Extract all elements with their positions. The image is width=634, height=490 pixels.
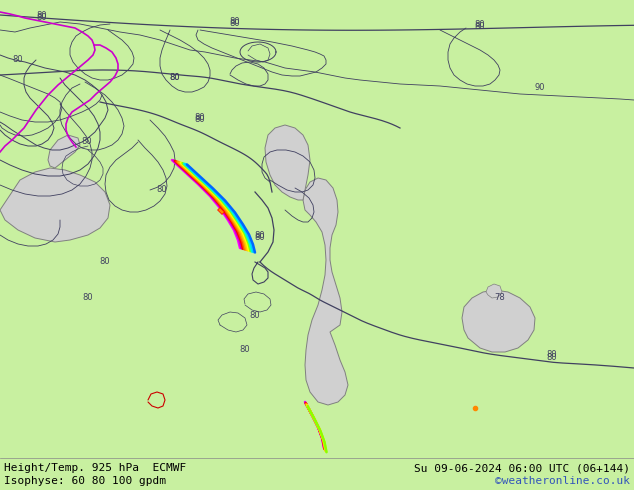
Text: 90: 90 <box>534 83 545 92</box>
Text: 80: 80 <box>547 350 557 359</box>
Polygon shape <box>265 125 310 200</box>
Text: Su 09-06-2024 06:00 UTC (06+144): Su 09-06-2024 06:00 UTC (06+144) <box>414 463 630 473</box>
Text: 80: 80 <box>255 234 265 243</box>
Text: 80: 80 <box>230 17 240 26</box>
Polygon shape <box>48 135 80 168</box>
Polygon shape <box>462 290 535 352</box>
Text: 80: 80 <box>250 311 261 319</box>
Text: 80: 80 <box>195 116 205 124</box>
Text: 80: 80 <box>82 294 93 302</box>
Text: Isophyse: 60 80 100 gpdm: Isophyse: 60 80 100 gpdm <box>4 476 166 486</box>
Polygon shape <box>303 178 348 405</box>
Text: 80: 80 <box>37 11 48 20</box>
Text: 80: 80 <box>157 186 167 195</box>
Text: 80: 80 <box>82 138 93 147</box>
Text: 80: 80 <box>195 113 205 122</box>
Text: 78: 78 <box>495 293 505 302</box>
Text: 80: 80 <box>547 352 557 362</box>
Text: 80: 80 <box>13 55 23 65</box>
Text: Height/Temp. 925 hPa  ECMWF: Height/Temp. 925 hPa ECMWF <box>4 463 186 473</box>
Polygon shape <box>486 284 502 298</box>
Bar <box>0 458 634 490</box>
Text: 80: 80 <box>255 231 265 240</box>
Text: 80: 80 <box>475 23 485 31</box>
Text: 80: 80 <box>37 14 48 23</box>
Polygon shape <box>0 168 110 242</box>
Text: 80: 80 <box>100 258 110 267</box>
Text: 80: 80 <box>475 20 485 29</box>
Text: 80: 80 <box>170 74 180 82</box>
Text: 80: 80 <box>240 345 250 354</box>
Text: ©weatheronline.co.uk: ©weatheronline.co.uk <box>495 476 630 486</box>
Text: 80: 80 <box>230 20 240 28</box>
Text: 80: 80 <box>170 73 180 82</box>
